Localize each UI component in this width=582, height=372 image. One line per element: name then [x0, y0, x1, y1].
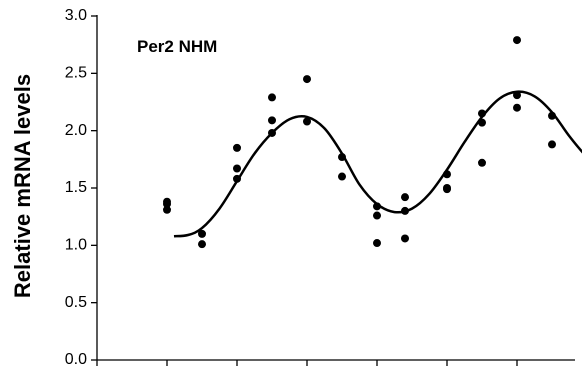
data-point [548, 111, 556, 120]
data-point [338, 172, 346, 181]
data-point [373, 239, 381, 248]
data-point [548, 140, 556, 149]
data-point [478, 118, 486, 127]
data-point [478, 109, 486, 118]
y-tick-label: 1.0 [65, 237, 87, 254]
y-tick-label: 3.0 [65, 7, 87, 24]
data-point [268, 128, 276, 137]
data-point [443, 185, 451, 194]
data-point [198, 240, 206, 249]
data-point [478, 158, 486, 167]
data-point [268, 116, 276, 125]
y-tick-label: 0.0 [65, 351, 87, 368]
y-tick-label: 0.5 [65, 294, 87, 311]
data-point [401, 206, 409, 215]
y-axis-label: Relative mRNA levels [10, 74, 35, 298]
data-point [401, 234, 409, 243]
data-point [303, 117, 311, 126]
axes [96, 15, 575, 361]
data-point [513, 103, 521, 112]
data-point [303, 75, 311, 84]
data-point [198, 229, 206, 238]
data-point [233, 143, 241, 152]
data-point [373, 202, 381, 211]
data-point [513, 36, 521, 45]
data-point [163, 200, 171, 209]
data-point [268, 93, 276, 102]
data-point [338, 153, 346, 162]
x-ticks [96, 360, 518, 366]
data-points [163, 36, 556, 249]
data-point [233, 174, 241, 183]
data-point [513, 91, 521, 100]
y-tick-label: 1.5 [65, 179, 87, 196]
data-point [163, 205, 171, 214]
data-point [443, 170, 451, 179]
data-point [401, 193, 409, 202]
y-axis-label-group: Relative mRNA levels [10, 74, 35, 298]
y-ticks: 0.0 0.5 1.0 1.5 2.0 2.5 3.0 [65, 7, 97, 368]
y-tick-label: 2.0 [65, 122, 87, 139]
fit-curve [173, 90, 582, 238]
panel-title: Per2 NHM [137, 37, 217, 56]
data-point [373, 211, 381, 220]
data-point [233, 164, 241, 173]
y-tick-label: 2.5 [65, 65, 87, 82]
